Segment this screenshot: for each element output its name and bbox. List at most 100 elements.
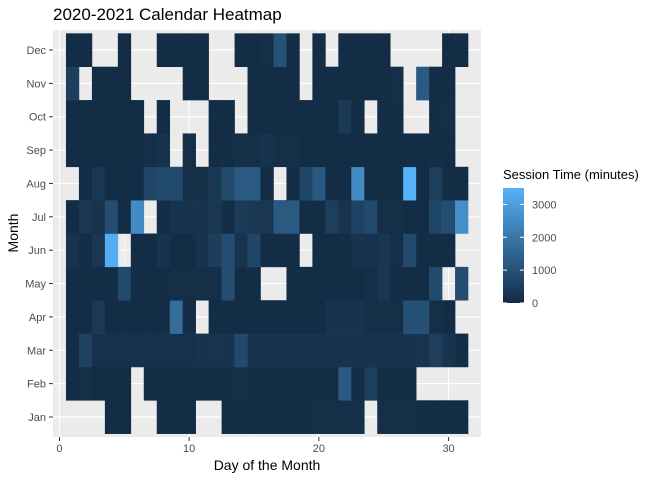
heatmap-tile: [377, 100, 391, 134]
heatmap-tile: [104, 366, 119, 401]
heatmap-tile: [78, 366, 93, 401]
heatmap-tile: [325, 233, 339, 268]
heatmap-tile: [260, 366, 274, 401]
heatmap-tile: [195, 266, 209, 301]
heatmap-tile: [364, 300, 378, 334]
heatmap-tile: [273, 133, 287, 168]
heatmap-tile: [416, 166, 430, 201]
heatmap-tile: [338, 33, 352, 67]
chart-title: 2020-2021 Calendar Heatmap: [53, 5, 282, 24]
heatmap-tile: [247, 100, 261, 134]
heatmap-tile: [117, 166, 132, 201]
heatmap-tile: [325, 200, 339, 234]
heatmap-tile: [104, 100, 119, 134]
heatmap-tile: [377, 300, 391, 334]
heatmap-tile: [117, 300, 132, 334]
heatmap-tile: [299, 366, 313, 401]
heatmap-tile: [377, 33, 391, 67]
heatmap-tile: [338, 266, 352, 301]
heatmap-tile: [260, 333, 274, 368]
heatmap-tile: [169, 166, 183, 201]
heatmap-tile: [299, 200, 313, 234]
heatmap-tile: [208, 300, 222, 334]
heatmap-tile: [65, 300, 80, 334]
heatmap-tile: [247, 133, 261, 168]
heatmap-tile: [104, 233, 119, 268]
heatmap-tile: [273, 33, 287, 67]
legend-tick-label: 1000: [532, 265, 556, 277]
legend-tick-label: 2000: [532, 232, 556, 244]
y-tick-label: Aug: [26, 178, 46, 190]
y-tick-label: Dec: [26, 45, 46, 57]
legend-colorbar: [503, 188, 524, 303]
heatmap-tile: [208, 200, 222, 234]
heatmap-tile: [156, 166, 171, 201]
heatmap-tile: [312, 100, 326, 134]
heatmap-tile: [364, 333, 378, 368]
heatmap-tile: [377, 66, 391, 101]
heatmap-tile: [377, 133, 391, 168]
heatmap-tile: [130, 333, 145, 368]
heatmap-tile: [351, 366, 365, 401]
heatmap-tile: [377, 266, 391, 301]
x-tick-label: 10: [183, 443, 195, 455]
heatmap-tile: [312, 366, 326, 401]
heatmap-tile: [429, 133, 443, 168]
heatmap-tile: [351, 266, 365, 301]
heatmap-tile: [377, 166, 391, 201]
heatmap-tile: [338, 133, 352, 168]
heatmap-tile: [78, 133, 93, 168]
heatmap-tile: [403, 233, 417, 268]
legend-tick-label: 3000: [532, 199, 556, 211]
heatmap-tile: [403, 266, 417, 301]
legend: Session Time (minutes) 0 1000 2000 3000: [503, 167, 639, 310]
heatmap-tile: [169, 200, 183, 234]
heatmap-tile: [286, 366, 300, 401]
heatmap-tile: [247, 166, 261, 201]
heatmap-tile: [182, 333, 196, 368]
heatmap-tile: [273, 66, 287, 101]
heatmap-tile: [429, 200, 443, 234]
heatmap-tile: [65, 266, 80, 301]
heatmap-tile: [325, 333, 339, 368]
heatmap-tile: [247, 266, 261, 301]
heatmap-tile: [169, 333, 183, 368]
heatmap-tile: [338, 366, 352, 401]
heatmap-tile: [325, 166, 339, 201]
heatmap-tile: [442, 100, 456, 134]
heatmap-tile: [130, 233, 145, 268]
heatmap-tile: [156, 266, 171, 301]
heatmap-tile: [429, 333, 443, 368]
heatmap-tile: [286, 333, 300, 368]
heatmap-tile: [182, 366, 196, 401]
heatmap-tile: [117, 200, 132, 234]
y-tick-label: Mar: [27, 345, 46, 357]
heatmap-tile: [156, 33, 171, 67]
heatmap-tile: [260, 400, 274, 434]
heatmap-tile: [195, 66, 209, 101]
heatmap-tile: [299, 400, 313, 434]
y-tick-label: May: [25, 279, 46, 291]
heatmap-tile: [208, 233, 222, 268]
heatmap-tile: [208, 266, 222, 301]
heatmap-tile: [416, 333, 430, 368]
heatmap-tile: [117, 266, 132, 301]
heatmap-tile: [221, 233, 235, 268]
heatmap-tile: [416, 266, 430, 301]
heatmap-tile: [455, 33, 469, 67]
heatmap-tile: [221, 133, 235, 168]
heatmap-tile: [312, 266, 326, 301]
heatmap-tile: [442, 333, 456, 368]
heatmap-tile: [143, 133, 158, 168]
heatmap-tile: [390, 200, 404, 234]
heatmap-tile: [208, 100, 222, 134]
heatmap-tile: [143, 166, 158, 201]
heatmap-tile: [429, 100, 443, 134]
heatmap-tile: [260, 66, 274, 101]
heatmap-tile: [195, 200, 209, 234]
heatmap-tile: [91, 66, 106, 101]
heatmap-tile: [182, 266, 196, 301]
heatmap-tile: [156, 100, 171, 134]
heatmap-tile: [312, 166, 326, 201]
